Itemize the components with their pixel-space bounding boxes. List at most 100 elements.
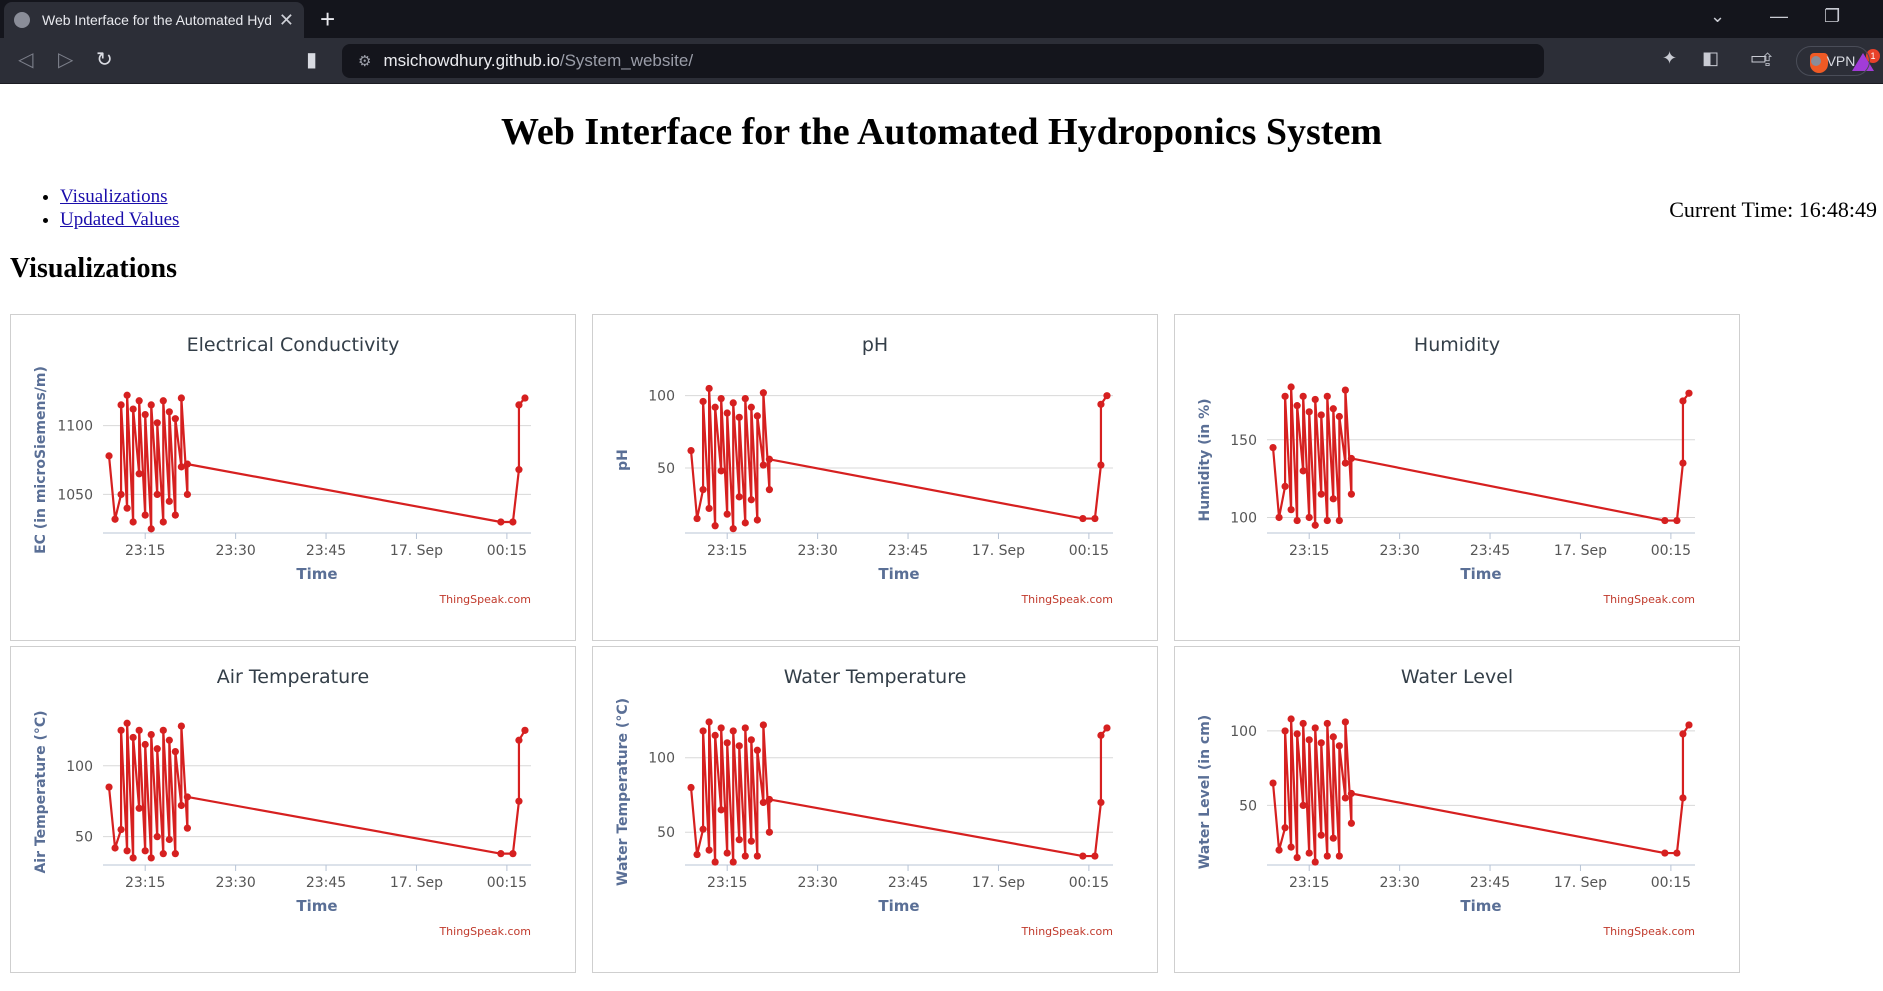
data-point [1679, 397, 1687, 405]
data-point [129, 518, 137, 526]
data-point [141, 410, 149, 419]
data-point [687, 447, 695, 455]
data-point [129, 405, 137, 413]
reload-icon[interactable]: ↻ [96, 47, 113, 71]
share-icon[interactable]: ⇪ [1760, 50, 1776, 70]
data-point [165, 408, 173, 416]
chart-panel-ec: Electrical Conductivity 1050 1100 23:15 23:3… [10, 314, 576, 641]
y-axis-label: Water Temperature (°C) [615, 698, 631, 886]
data-point [1287, 383, 1295, 391]
nav-links: Visualizations Updated Values [36, 185, 179, 231]
x-tick-label: 23:15 [1289, 875, 1329, 891]
data-point [1341, 386, 1349, 394]
data-point [693, 850, 701, 859]
chart-credit: ThingSpeak.com [1602, 925, 1695, 938]
data-point [1679, 794, 1687, 802]
sidebar-icon[interactable]: ◧ [1702, 48, 1720, 69]
data-point [765, 455, 773, 463]
data-point [693, 514, 701, 523]
address-bar[interactable]: ⚙ msichowdhury.github.io/System_website/… [342, 44, 1880, 78]
x-tick-label: 17. Sep [390, 543, 443, 559]
data-point [1299, 719, 1307, 728]
data-point [159, 518, 167, 526]
data-point [515, 797, 523, 805]
x-tick-label: 23:30 [215, 875, 255, 891]
data-point [1323, 516, 1331, 525]
data-point [1679, 459, 1687, 467]
data-point [699, 825, 707, 833]
data-point [1341, 794, 1349, 802]
data-point [135, 397, 143, 405]
data-point [147, 730, 155, 739]
forward-icon[interactable]: ▷ [58, 47, 74, 71]
site-settings-icon[interactable]: ⚙ [358, 53, 372, 70]
x-tick-label: 23:30 [797, 543, 837, 559]
data-point [753, 516, 761, 524]
extensions-icon[interactable]: ✦ [1662, 48, 1678, 69]
x-tick-label: 23:30 [797, 875, 837, 891]
data-point [1347, 819, 1355, 827]
data-point [711, 731, 719, 739]
y-tick-label: 100 [648, 751, 675, 767]
data-point [1323, 852, 1331, 860]
data-point [747, 496, 755, 504]
visualizations-link[interactable]: Visualizations [60, 186, 168, 207]
data-point [515, 401, 523, 409]
data-point [1341, 459, 1349, 467]
data-point [177, 722, 185, 730]
data-point [1275, 513, 1283, 522]
new-tab-icon[interactable]: + [320, 4, 336, 34]
wallet-icon[interactable]: ▭ [1750, 48, 1768, 69]
data-point [1685, 721, 1693, 729]
current-time: Current Time: 16:48:49 [1669, 197, 1877, 222]
data-point [717, 394, 725, 403]
tab-title: Web Interface for the Automated Hydropon… [42, 12, 271, 28]
data-point [759, 461, 767, 469]
x-tick-label: 17. Sep [972, 543, 1025, 559]
data-point [729, 525, 737, 533]
y-tick-label: 50 [75, 830, 93, 846]
data-point [747, 736, 755, 744]
data-point [159, 726, 167, 734]
vpn-button[interactable]: VPN [1796, 46, 1870, 76]
chart-svg: Humidity 100 150 23:15 23:30 23:45 17. Sep 00:1… [1197, 334, 1695, 606]
bookmark-icon[interactable]: ▮ [306, 47, 318, 71]
data-point [1299, 801, 1307, 810]
data-point [765, 486, 773, 494]
tab-list-chevron-icon[interactable]: ⌄ [1710, 6, 1726, 26]
data-point [735, 413, 743, 421]
close-tab-icon[interactable]: ✕ [278, 9, 294, 30]
minimize-icon[interactable]: — [1770, 6, 1788, 26]
data-point [699, 486, 707, 494]
updated-values-link[interactable]: Updated Values [60, 209, 180, 230]
x-axis-label: Time [878, 565, 919, 583]
data-point [111, 515, 119, 523]
data-point [1329, 834, 1337, 842]
chart-panel-water-level: Water Level 50 100 23:15 23:30 23:45 17. Sep 00… [1174, 646, 1740, 973]
data-point [153, 490, 161, 499]
data-point [1287, 715, 1295, 723]
data-point [1347, 490, 1355, 498]
data-point [1329, 405, 1337, 413]
x-axis-label: Time [296, 565, 337, 583]
restore-icon[interactable]: ❐ [1824, 6, 1841, 26]
data-point [753, 412, 761, 420]
back-icon[interactable]: ◁ [18, 47, 34, 71]
data-point [105, 783, 113, 791]
data-point [741, 724, 749, 732]
data-point [1281, 392, 1289, 400]
nav-link-item: Updated Values [60, 208, 179, 231]
data-point [1287, 843, 1295, 851]
data-point [1347, 454, 1355, 463]
data-point [117, 726, 125, 734]
browser-tab[interactable]: Web Interface for the Automated Hydropon… [4, 2, 304, 38]
x-tick-label: 00:15 [1069, 875, 1109, 891]
data-point [765, 828, 773, 836]
chart-credit: ThingSpeak.com [1020, 593, 1113, 606]
data-point [687, 783, 695, 792]
y-tick-label: 50 [657, 825, 675, 841]
data-point [183, 490, 191, 499]
data-point [1661, 849, 1669, 857]
data-point [1335, 742, 1343, 750]
data-point [723, 409, 731, 417]
